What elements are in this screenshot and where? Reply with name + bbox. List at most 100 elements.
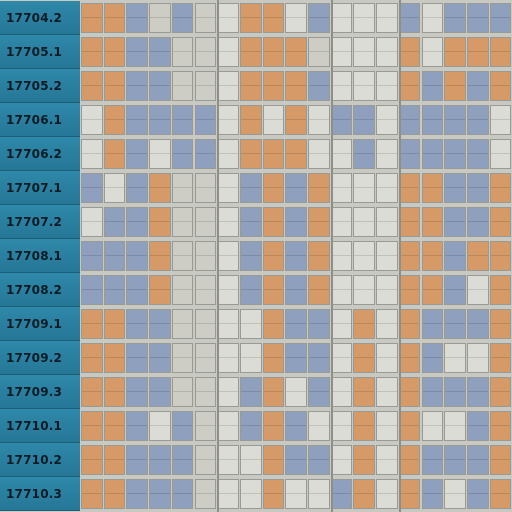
schedule-cell[interactable] [330, 173, 353, 203]
schedule-cell[interactable] [126, 105, 149, 135]
schedule-cell[interactable] [285, 377, 307, 407]
schedule-cell[interactable] [171, 173, 194, 203]
schedule-cell[interactable] [489, 139, 512, 169]
schedule-cell[interactable] [81, 139, 103, 169]
schedule-cell[interactable] [376, 37, 398, 67]
schedule-cell[interactable] [444, 173, 466, 203]
schedule-cell[interactable] [262, 139, 285, 169]
schedule-cell[interactable] [444, 241, 466, 271]
schedule-cell[interactable] [217, 105, 239, 135]
schedule-cell[interactable] [489, 275, 512, 305]
schedule-cell[interactable] [239, 445, 262, 475]
row-label[interactable]: 17706.2 [0, 137, 80, 171]
schedule-cell[interactable] [194, 343, 217, 373]
schedule-cell[interactable] [126, 445, 149, 475]
schedule-cell[interactable] [126, 343, 149, 373]
schedule-cell[interactable] [126, 139, 149, 169]
schedule-cell[interactable] [285, 139, 307, 169]
schedule-cell[interactable] [239, 377, 262, 407]
schedule-cell[interactable] [217, 479, 239, 509]
schedule-cell[interactable] [466, 173, 489, 203]
schedule-cell[interactable] [489, 207, 512, 237]
schedule-cell[interactable] [308, 3, 330, 33]
schedule-cell[interactable] [239, 411, 262, 441]
schedule-cell[interactable] [398, 105, 421, 135]
schedule-cell[interactable] [398, 377, 421, 407]
schedule-cell[interactable] [81, 479, 103, 509]
schedule-cell[interactable] [353, 37, 376, 67]
schedule-cell[interactable] [149, 309, 171, 339]
schedule-cell[interactable] [103, 445, 126, 475]
schedule-cell[interactable] [262, 445, 285, 475]
schedule-cell[interactable] [421, 241, 444, 271]
schedule-cell[interactable] [353, 479, 376, 509]
schedule-cell[interactable] [285, 173, 307, 203]
row-label[interactable]: 17704.2 [0, 1, 80, 35]
row-label[interactable]: 17705.1 [0, 35, 80, 69]
schedule-cell[interactable] [239, 3, 262, 33]
schedule-cell[interactable] [262, 479, 285, 509]
schedule-cell[interactable] [239, 71, 262, 101]
schedule-cell[interactable] [398, 37, 421, 67]
schedule-cell[interactable] [308, 343, 330, 373]
schedule-cell[interactable] [330, 309, 353, 339]
schedule-cell[interactable] [421, 445, 444, 475]
schedule-cell[interactable] [239, 241, 262, 271]
schedule-cell[interactable] [489, 71, 512, 101]
schedule-cell[interactable] [330, 377, 353, 407]
schedule-cell[interactable] [489, 241, 512, 271]
schedule-cell[interactable] [149, 207, 171, 237]
schedule-cell[interactable] [489, 377, 512, 407]
row-label[interactable]: 17708.1 [0, 239, 80, 273]
schedule-cell[interactable] [376, 105, 398, 135]
schedule-cell[interactable] [217, 377, 239, 407]
row-label[interactable]: 17706.1 [0, 103, 80, 137]
schedule-cell[interactable] [194, 275, 217, 305]
schedule-cell[interactable] [308, 411, 330, 441]
schedule-cell[interactable] [466, 309, 489, 339]
schedule-cell[interactable] [81, 207, 103, 237]
schedule-cell[interactable] [444, 139, 466, 169]
schedule-cell[interactable] [421, 71, 444, 101]
schedule-cell[interactable] [330, 3, 353, 33]
schedule-cell[interactable] [262, 411, 285, 441]
schedule-cell[interactable] [126, 479, 149, 509]
schedule-cell[interactable] [308, 207, 330, 237]
schedule-cell[interactable] [466, 139, 489, 169]
schedule-cell[interactable] [171, 71, 194, 101]
schedule-cell[interactable] [194, 479, 217, 509]
schedule-cell[interactable] [421, 343, 444, 373]
schedule-cell[interactable] [444, 275, 466, 305]
schedule-cell[interactable] [262, 173, 285, 203]
schedule-cell[interactable] [217, 343, 239, 373]
schedule-cell[interactable] [376, 3, 398, 33]
schedule-cell[interactable] [194, 37, 217, 67]
schedule-cell[interactable] [308, 241, 330, 271]
schedule-cell[interactable] [353, 71, 376, 101]
schedule-cell[interactable] [262, 377, 285, 407]
schedule-cell[interactable] [171, 445, 194, 475]
schedule-cell[interactable] [466, 275, 489, 305]
schedule-cell[interactable] [398, 343, 421, 373]
schedule-cell[interactable] [103, 479, 126, 509]
schedule-cell[interactable] [285, 3, 307, 33]
schedule-cell[interactable] [489, 343, 512, 373]
schedule-cell[interactable] [149, 411, 171, 441]
schedule-cell[interactable] [149, 343, 171, 373]
schedule-cell[interactable] [444, 71, 466, 101]
schedule-cell[interactable] [81, 37, 103, 67]
schedule-cell[interactable] [262, 105, 285, 135]
schedule-cell[interactable] [171, 411, 194, 441]
schedule-cell[interactable] [103, 377, 126, 407]
row-label[interactable]: 17710.2 [0, 443, 80, 477]
schedule-cell[interactable] [285, 479, 307, 509]
schedule-cell[interactable] [126, 241, 149, 271]
schedule-cell[interactable] [308, 71, 330, 101]
schedule-cell[interactable] [376, 139, 398, 169]
schedule-cell[interactable] [194, 105, 217, 135]
schedule-cell[interactable] [194, 139, 217, 169]
schedule-cell[interactable] [262, 37, 285, 67]
schedule-cell[interactable] [217, 275, 239, 305]
schedule-cell[interactable] [149, 71, 171, 101]
schedule-cell[interactable] [466, 37, 489, 67]
